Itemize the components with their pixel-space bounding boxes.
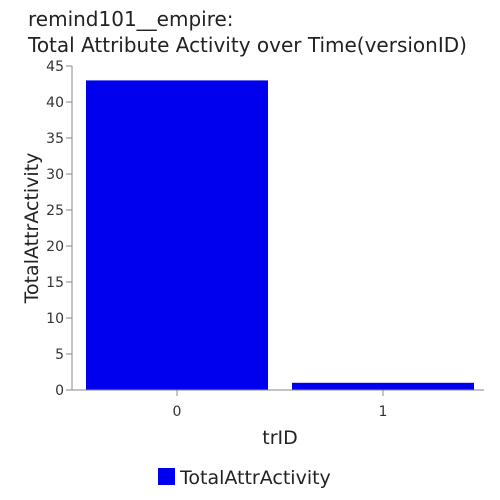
x-tick-label: 0 <box>173 404 182 420</box>
y-tick-label: 45 <box>46 59 64 75</box>
bar <box>86 80 268 391</box>
y-axis: 0 5 10 15 20 25 30 35 40 45 <box>46 59 73 399</box>
y-axis-title: TotalAttrActivity <box>21 153 43 305</box>
y-tick-label: 20 <box>46 239 64 255</box>
x-tick-label: 1 <box>379 404 388 420</box>
y-tick-label: 40 <box>46 95 64 111</box>
legend-label: TotalAttrActivity <box>179 467 331 489</box>
y-tick-label: 30 <box>46 167 64 183</box>
y-tick-label: 35 <box>46 131 64 147</box>
chart-title-line-1: remind101__empire: <box>28 7 234 31</box>
y-tick-label: 25 <box>46 203 64 219</box>
y-tick-label: 0 <box>55 383 64 399</box>
y-tick-label: 5 <box>55 347 64 363</box>
legend: TotalAttrActivity <box>158 467 331 489</box>
bars <box>86 80 474 391</box>
x-axis-title: trID <box>262 427 298 449</box>
chart-title-line-2: Total Attribute Activity over Time(versi… <box>27 33 467 57</box>
chart-title: remind101__empire: Total Attribute Activ… <box>27 7 467 57</box>
bar <box>292 382 474 390</box>
y-tick-label: 10 <box>46 311 64 327</box>
legend-swatch <box>158 468 175 485</box>
y-tick-label: 15 <box>46 275 64 291</box>
